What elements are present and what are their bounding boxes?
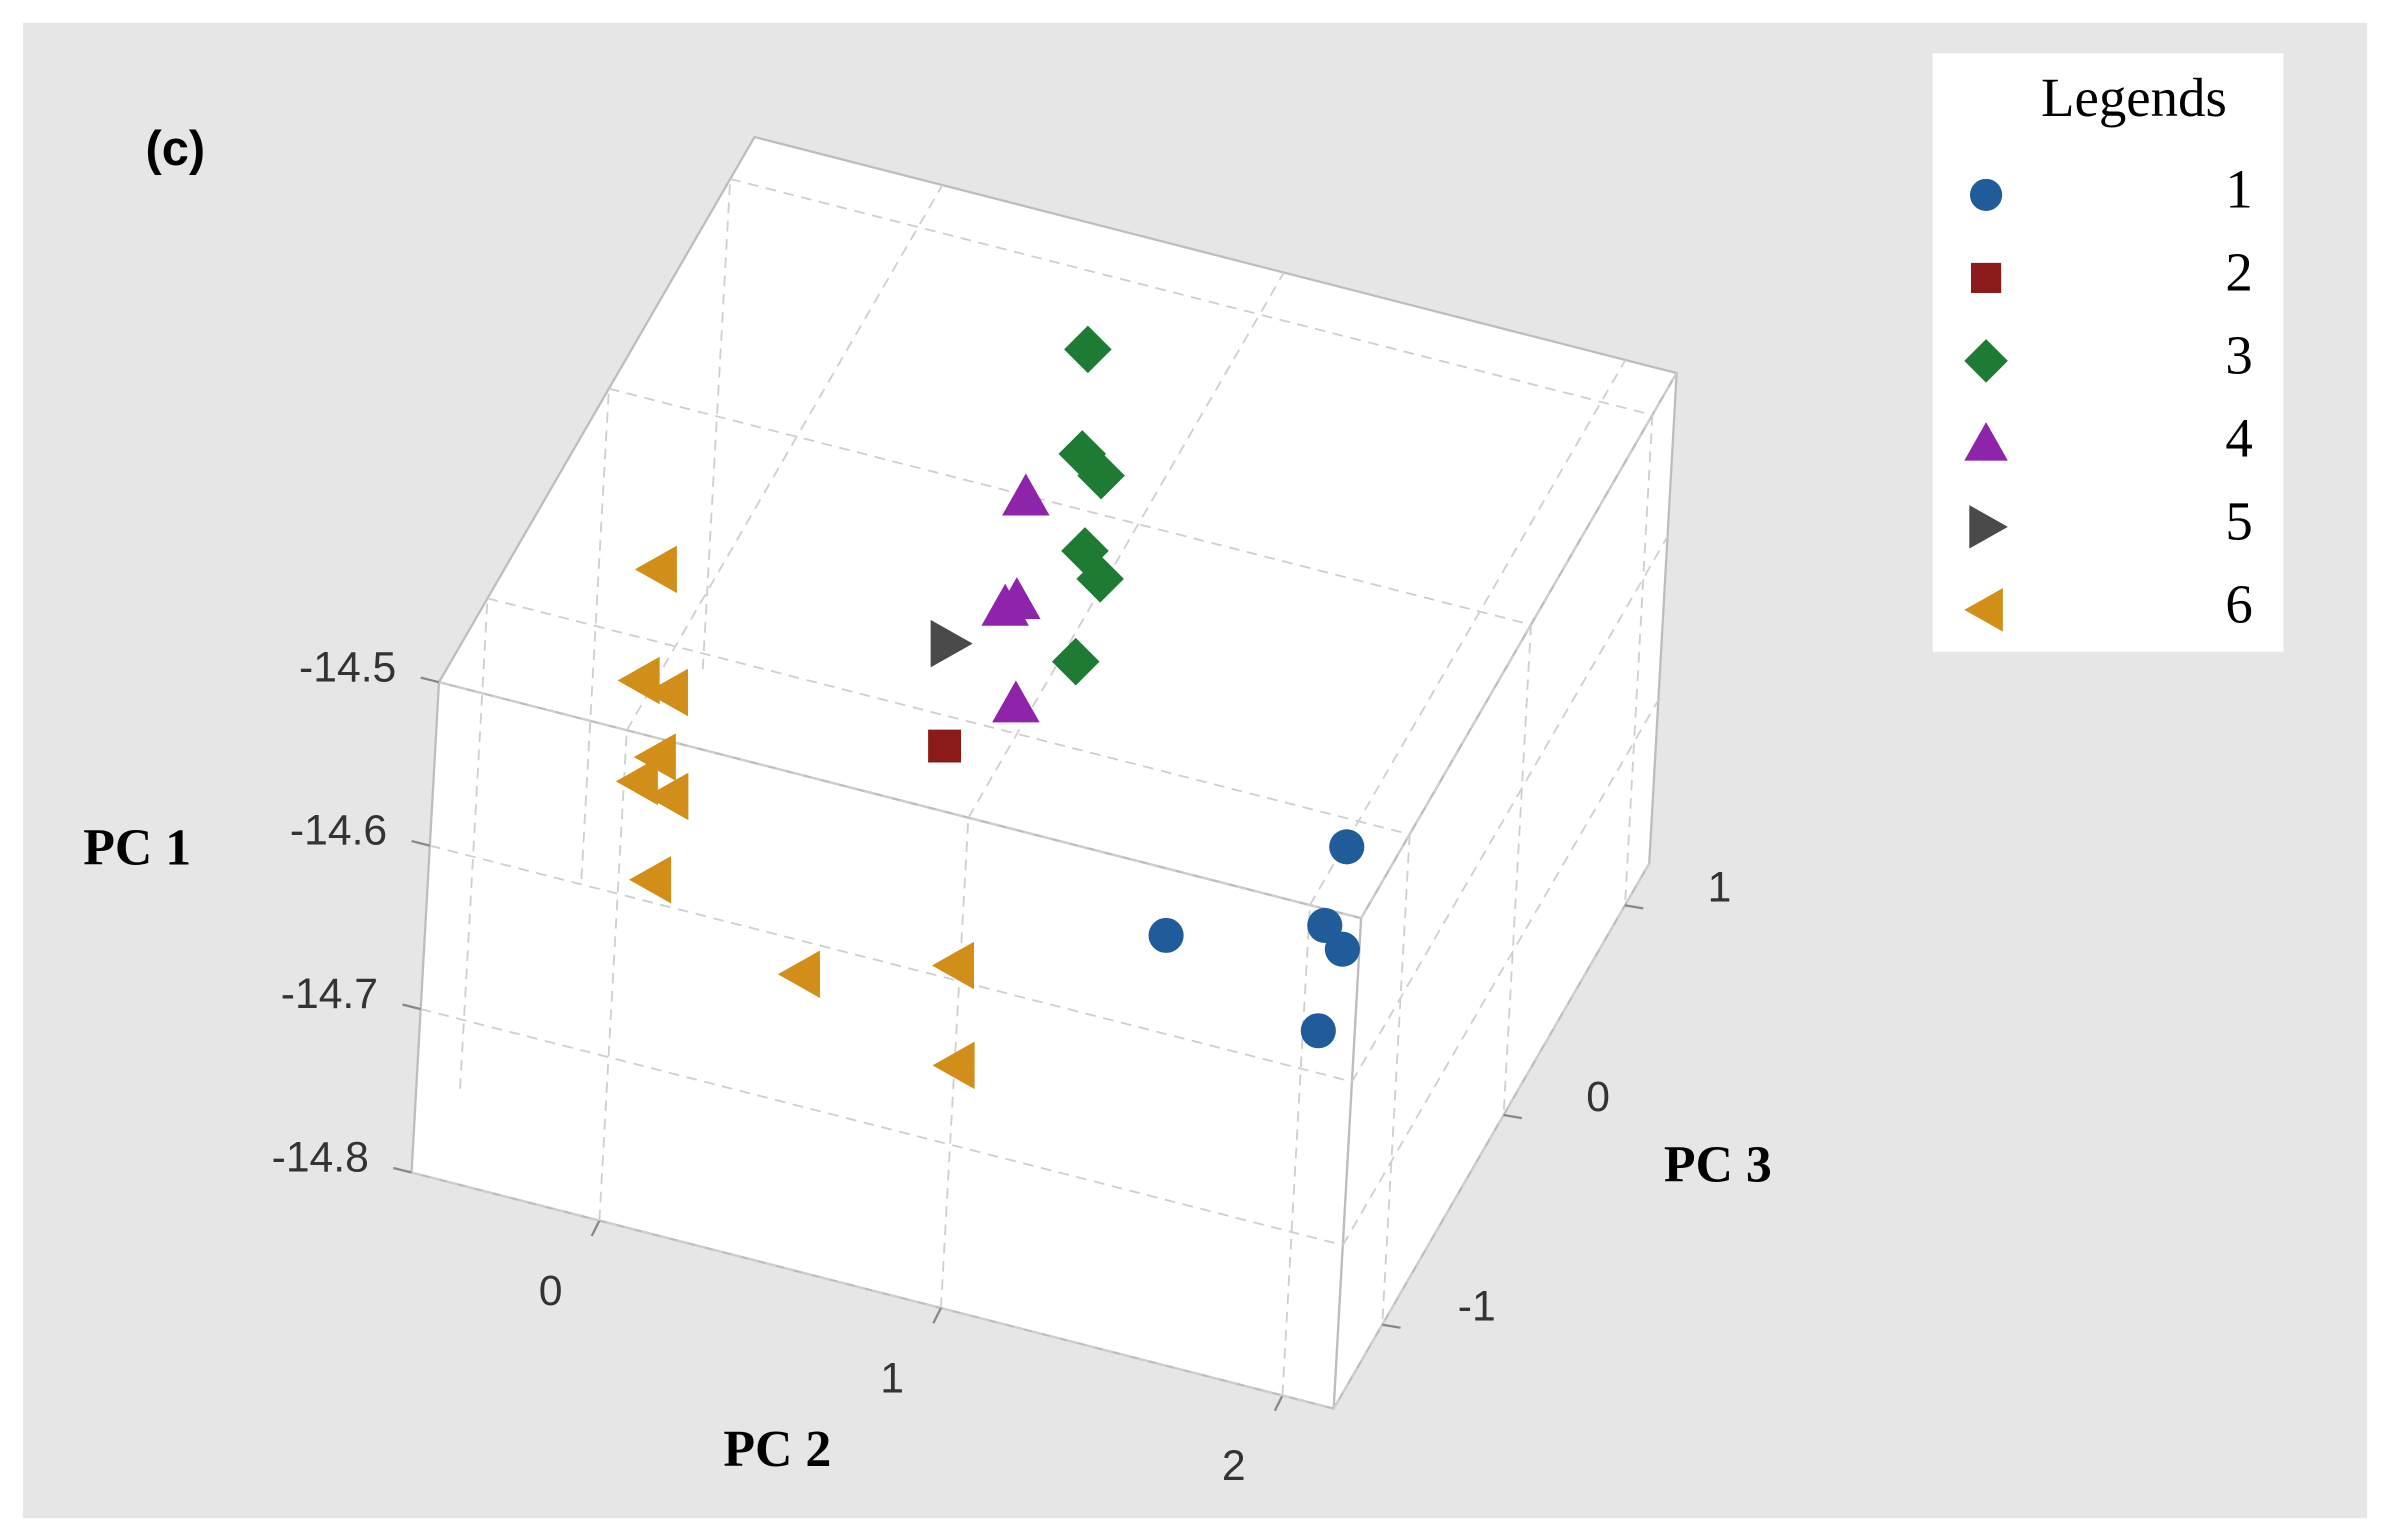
- grid-line: [411, 1171, 1334, 1410]
- legend-marker: [1969, 178, 2003, 211]
- legend-label: 2: [2225, 242, 2252, 303]
- grid-line: [459, 598, 489, 1089]
- tick-mark: [1382, 1323, 1401, 1329]
- point: [1324, 931, 1360, 967]
- point: [1077, 451, 1125, 500]
- legend-marker: [1964, 422, 2008, 461]
- point: [634, 545, 677, 594]
- point: [1002, 473, 1050, 516]
- point: [1051, 637, 1100, 686]
- point: [928, 729, 962, 763]
- tick-mark: [1273, 1394, 1284, 1412]
- grid-line: [608, 387, 1532, 626]
- legend-marker: [1964, 588, 2003, 632]
- box: [392, 135, 1679, 1412]
- y-axis-title: PC 1: [83, 820, 191, 877]
- legend-label: 5: [2225, 490, 2252, 551]
- legend-label: 6: [2225, 573, 2252, 634]
- grid-line: [1360, 372, 1678, 919]
- legend-marker: [1964, 339, 2008, 383]
- grid-line: [487, 597, 1410, 836]
- tick-mark: [411, 839, 431, 847]
- legend-label: 3: [2225, 324, 2252, 385]
- grid-line: [1381, 834, 1411, 1325]
- tick-mark: [402, 1003, 421, 1011]
- tick-mark: [392, 1166, 412, 1174]
- point: [646, 772, 689, 821]
- z-tick-label: 1: [1708, 863, 1732, 911]
- point: [615, 757, 658, 806]
- point: [1148, 917, 1184, 953]
- point: [992, 680, 1040, 723]
- grid-line: [1281, 905, 1311, 1396]
- grid-line: [1624, 414, 1654, 906]
- z-tick-label: 0: [1586, 1073, 1610, 1121]
- x-tick-label: 1: [880, 1354, 904, 1402]
- grid-line: [729, 178, 1653, 416]
- y-tick-label: -14.7: [281, 970, 378, 1018]
- grid-line: [1342, 699, 1660, 1246]
- y-tick-label: -14.8: [272, 1134, 369, 1182]
- x-tick-label: 0: [539, 1267, 563, 1315]
- point: [1300, 1013, 1336, 1049]
- point: [930, 619, 973, 668]
- grid-line: [1351, 536, 1669, 1083]
- point: [629, 855, 672, 904]
- y-tick-label: -14.5: [299, 643, 396, 691]
- x-tick-label: 2: [1222, 1442, 1246, 1490]
- panel-label: (c): [145, 122, 205, 176]
- legend-label: 4: [2225, 407, 2252, 468]
- point: [932, 1041, 975, 1090]
- z-axis-title: PC 3: [1664, 1136, 1772, 1193]
- tick-mark: [1503, 1113, 1523, 1120]
- point: [1329, 829, 1365, 865]
- x-axis-title: PC 2: [723, 1421, 831, 1478]
- grid-line: [429, 844, 1353, 1083]
- point: [1076, 555, 1124, 603]
- grid-line: [967, 272, 1285, 819]
- point: [633, 733, 676, 781]
- marks: [615, 325, 1365, 1090]
- tick-mark: [590, 1220, 601, 1237]
- point: [645, 668, 688, 717]
- grid-line: [1502, 624, 1532, 1116]
- tick-mark: [1624, 904, 1644, 910]
- grid-line: [626, 184, 944, 731]
- grid-line: [580, 388, 610, 880]
- legend-marker: [1970, 262, 2002, 293]
- point: [777, 950, 820, 998]
- grid-line: [1309, 359, 1627, 906]
- grid-line: [1332, 862, 1651, 1410]
- legend-label: 1: [2225, 159, 2252, 220]
- tick-mark: [420, 676, 440, 684]
- grid-line: [420, 1008, 1344, 1247]
- grid-line: [438, 681, 1362, 920]
- legend-marker: [1969, 505, 2008, 549]
- grid-line: [701, 178, 732, 670]
- z-tick-label: -1: [1458, 1283, 1496, 1331]
- tick-mark: [932, 1307, 942, 1324]
- y-tick-label: -14.6: [290, 807, 387, 855]
- point: [931, 941, 974, 990]
- legend: Legends 1 2 3 4 5 6: [1932, 53, 2284, 652]
- legend-title: Legends: [2041, 67, 2227, 128]
- grid-line: [598, 730, 628, 1221]
- point: [1064, 325, 1112, 374]
- point: [981, 583, 1029, 626]
